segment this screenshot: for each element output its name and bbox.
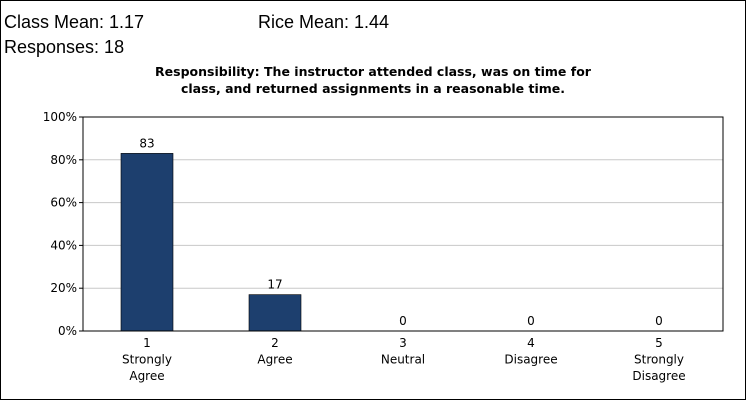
rice-mean: Rice Mean: 1.44 — [258, 12, 389, 32]
x-tick-label: Agree — [257, 353, 292, 367]
bar — [120, 153, 174, 332]
value-label: 0 — [399, 314, 407, 328]
value-label: 83 — [139, 136, 154, 150]
chart-title: class, and returned assignments in a rea… — [181, 81, 565, 96]
x-tick-label: 4 — [527, 336, 535, 350]
value-label: 0 — [655, 314, 663, 328]
value-label: 0 — [527, 314, 535, 328]
x-tick-label: 5 — [655, 336, 663, 350]
x-tick-label: Agree — [129, 369, 164, 383]
plot-area — [83, 117, 723, 331]
plot-border — [82, 116, 724, 332]
y-tick-label: 40% — [50, 238, 77, 252]
bar — [248, 294, 302, 332]
x-tick-label: Neutral — [381, 353, 425, 367]
x-tick-label: 1 — [143, 336, 151, 350]
responses: Responses: 18 — [4, 37, 124, 57]
x-tick-label: 2 — [271, 336, 279, 350]
y-tick-label: 0% — [58, 324, 77, 338]
x-tick-label: 3 — [399, 336, 407, 350]
x-tick-label: Strongly — [634, 353, 684, 367]
x-tick-label: Disagree — [504, 353, 557, 367]
x-tick-label: Strongly — [122, 353, 172, 367]
y-tick-label: 80% — [50, 153, 77, 167]
chart-title: Responsibility: The instructor attended … — [155, 64, 592, 79]
x-tick-label: Disagree — [632, 369, 685, 383]
y-tick-label: 60% — [50, 196, 77, 210]
y-tick-label: 100% — [43, 110, 77, 124]
y-tick-label: 20% — [50, 281, 77, 295]
value-label: 17 — [267, 278, 282, 292]
class-mean: Class Mean: 1.17 — [4, 12, 144, 32]
